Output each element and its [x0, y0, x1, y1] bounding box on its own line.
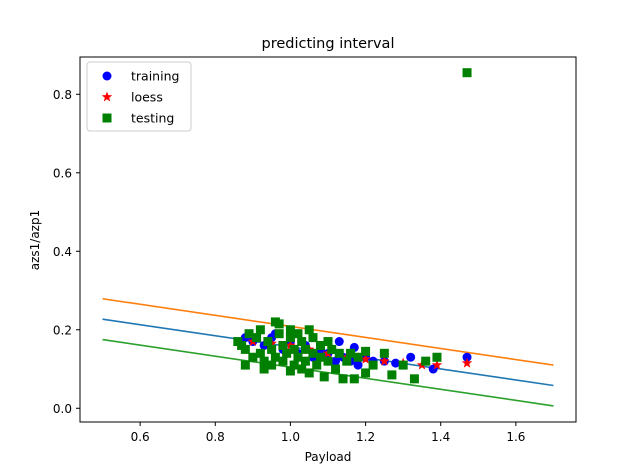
testing-point — [278, 356, 288, 366]
testing-point — [259, 356, 269, 366]
testing-point — [252, 333, 262, 343]
testing-point — [331, 364, 341, 374]
testing-point — [323, 356, 333, 366]
testing-point — [255, 325, 265, 335]
legend-label-training: training — [131, 69, 179, 84]
testing-point — [432, 352, 442, 362]
loess-point — [461, 357, 473, 368]
testing-point — [361, 368, 371, 378]
legend-label-testing: testing — [131, 111, 174, 126]
loess-point — [431, 359, 443, 370]
testing-point — [319, 372, 329, 382]
testing-point — [421, 356, 431, 366]
legend-marker-testing — [102, 113, 112, 123]
testing-point — [346, 348, 356, 358]
training-point — [353, 360, 363, 370]
testing-point — [300, 356, 310, 366]
loess-point — [379, 355, 390, 366]
loess-point — [360, 353, 371, 364]
testing-point — [285, 366, 295, 376]
testing-point — [255, 348, 265, 358]
training-point — [462, 352, 472, 362]
testing-point — [289, 360, 299, 370]
testing-point — [289, 344, 299, 354]
testing-point — [361, 346, 371, 356]
x-axis-title: Payload — [305, 450, 352, 464]
training-point — [406, 352, 416, 362]
testing-point — [342, 356, 352, 366]
x-axis: 0.6 0.8 1.0 1.2 1.4 1.6 — [131, 422, 525, 444]
testing-point — [304, 325, 314, 335]
testing-point — [282, 348, 292, 358]
testing-point — [244, 329, 254, 339]
training-point — [334, 337, 344, 347]
x-tick-label: 1.6 — [506, 430, 525, 444]
testing-point — [308, 333, 318, 343]
chart-title: predicting interval — [262, 36, 395, 52]
testing-point — [267, 344, 277, 354]
training-point — [331, 356, 341, 366]
testing-point — [315, 352, 325, 362]
y-tick-label: 0.2 — [53, 323, 72, 337]
y-tick-label: 0.4 — [53, 245, 72, 259]
testing-point — [387, 370, 397, 380]
testing-point — [308, 348, 318, 358]
testing-point — [293, 352, 303, 362]
x-tick-label: 1.4 — [431, 430, 450, 444]
testing-point — [349, 374, 359, 384]
testing-point — [240, 360, 250, 370]
testing-point — [338, 374, 348, 384]
legend-label-loess: loess — [131, 90, 163, 105]
testing-point — [409, 374, 419, 384]
testing-point — [300, 344, 310, 354]
testing-point — [297, 364, 307, 374]
testing-point — [293, 329, 303, 339]
testing-point — [297, 337, 307, 347]
legend-box — [86, 61, 192, 132]
testing-point — [312, 360, 322, 370]
testing-point — [334, 348, 344, 358]
legend-marker-training — [102, 71, 112, 81]
y-axis-title: azs1/azp1 — [28, 210, 42, 271]
x-tick-label: 0.6 — [131, 430, 150, 444]
training-point — [391, 358, 401, 368]
legend-marker-loess — [101, 91, 113, 102]
testing-point — [398, 360, 408, 370]
testing-point — [353, 352, 363, 362]
testing-series — [233, 68, 472, 384]
legend-items: training loess testing — [101, 69, 179, 126]
y-axis: 0.0 0.2 0.4 0.6 0.8 — [53, 88, 80, 416]
testing-point — [379, 348, 389, 358]
testing-point — [315, 340, 325, 350]
testing-point — [270, 352, 280, 362]
testing-point — [304, 368, 314, 378]
testing-point — [323, 337, 333, 347]
x-tick-label: 0.8 — [206, 430, 225, 444]
testing-point — [259, 364, 269, 374]
scatter-points — [233, 68, 473, 384]
testing-point — [327, 344, 337, 354]
legend: training loess testing — [86, 61, 192, 132]
x-tick-label: 1.0 — [281, 430, 300, 444]
x-tick-label: 1.2 — [356, 430, 375, 444]
testing-point — [240, 344, 250, 354]
testing-point — [274, 329, 284, 339]
plot-frame — [79, 56, 577, 423]
testing-point — [278, 340, 288, 350]
y-tick-label: 0.0 — [53, 402, 72, 416]
y-tick-label: 0.6 — [53, 166, 72, 180]
testing-point — [285, 333, 295, 343]
testing-point — [368, 360, 378, 370]
testing-point — [462, 68, 472, 78]
testing-point — [274, 319, 284, 329]
testing-point — [267, 360, 277, 370]
testing-point — [248, 352, 258, 362]
y-tick-label: 0.8 — [53, 88, 72, 102]
testing-point — [285, 325, 295, 335]
testing-point — [263, 337, 273, 347]
upper-bound-line — [102, 297, 554, 366]
